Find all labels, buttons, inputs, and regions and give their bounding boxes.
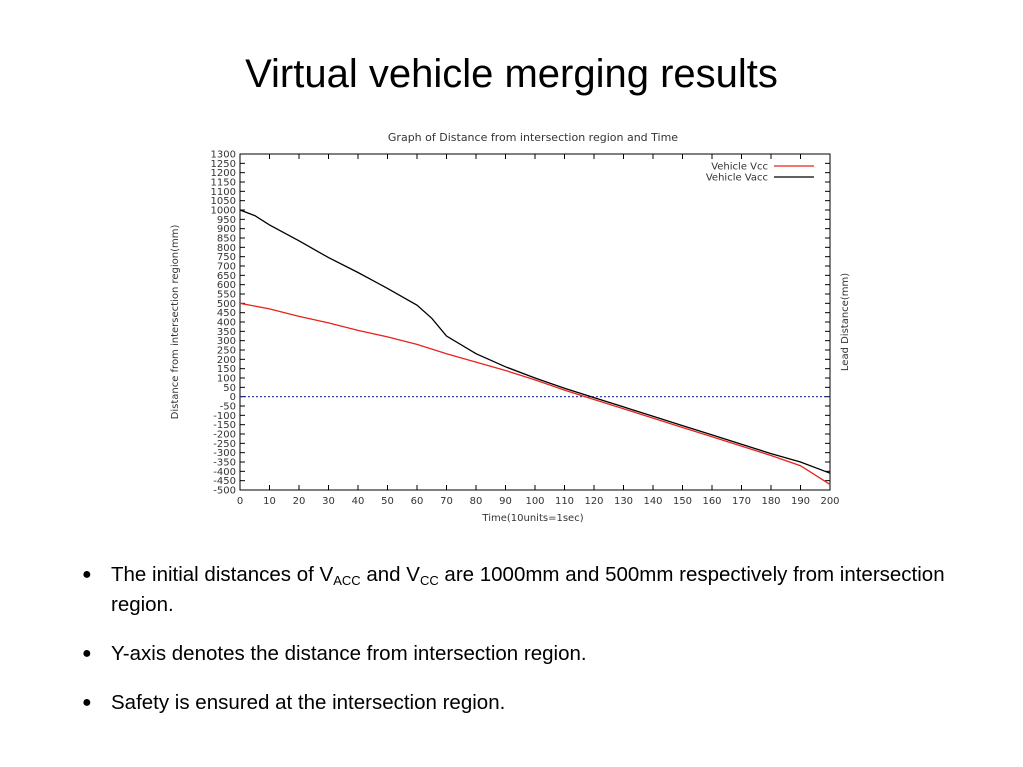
y-tick-label: 1250 xyxy=(211,159,236,170)
x-tick-label: 120 xyxy=(584,496,603,507)
y-tick-label: 600 xyxy=(217,280,236,291)
y-tick-label: -100 xyxy=(213,411,236,422)
y-tick-label: 350 xyxy=(217,327,236,338)
x-tick-label: 140 xyxy=(643,496,662,507)
y-tick-label: -500 xyxy=(213,486,236,497)
x-tick-label: 190 xyxy=(791,496,810,507)
x-tick-label: 60 xyxy=(411,496,424,507)
series-lines xyxy=(239,209,831,485)
bullet-text: Y-axis denotes the distance from interse… xyxy=(111,642,587,665)
y-tick-labels: 1300125012001150110010501000950900850800… xyxy=(211,150,236,497)
x-tick-label: 0 xyxy=(237,496,243,507)
y-tick-label: -300 xyxy=(213,448,236,459)
x-tick-label: 20 xyxy=(293,496,306,507)
axis-ticks xyxy=(239,153,831,491)
y-tick-label: 1300 xyxy=(211,150,236,161)
y-tick-label: 100 xyxy=(217,374,236,385)
x-tick-label: 180 xyxy=(761,496,780,507)
bullet-item: ● Y-axis denotes the distance from inter… xyxy=(78,639,988,669)
x-tick-label: 50 xyxy=(381,496,394,507)
x-tick-label: 110 xyxy=(555,496,574,507)
y-tick-label: 950 xyxy=(217,215,236,226)
y-tick-label: 750 xyxy=(217,252,236,263)
y-tick-label: -150 xyxy=(213,420,236,431)
y-tick-label: 550 xyxy=(217,290,236,301)
y-tick-label: -200 xyxy=(213,430,236,441)
bullet-list: ● The initial distances of VACC and VCC … xyxy=(78,560,988,737)
y-tick-label: 400 xyxy=(217,318,236,329)
y-tick-label: 900 xyxy=(217,224,236,235)
legend-label: Vehicle Vcc xyxy=(711,162,768,173)
y-tick-label: 50 xyxy=(223,383,236,394)
legend-label: Vehicle Vacc xyxy=(706,173,768,184)
bullet-dot-icon: ● xyxy=(82,694,92,711)
y-tick-label: 650 xyxy=(217,271,236,282)
y-tick-label: 450 xyxy=(217,308,236,319)
x-tick-label: 170 xyxy=(732,496,751,507)
y-tick-label: 200 xyxy=(217,355,236,366)
y-tick-label: 0 xyxy=(230,392,236,403)
bullet-dot-icon: ● xyxy=(82,645,92,662)
x-tick-label: 30 xyxy=(322,496,335,507)
y-tick-label: 850 xyxy=(217,234,236,245)
x-tick-label: 160 xyxy=(702,496,721,507)
y-tick-label: 300 xyxy=(217,336,236,347)
y-tick-label: 150 xyxy=(217,364,236,375)
bullet-item: ● Safety is ensured at the intersection … xyxy=(78,688,988,718)
y-tick-label: 1000 xyxy=(211,206,236,217)
bullet-item: ● The initial distances of VACC and VCC … xyxy=(78,560,988,620)
y-tick-label: 1050 xyxy=(211,196,236,207)
y-tick-label: -350 xyxy=(213,458,236,469)
y-tick-label: -50 xyxy=(220,402,236,413)
y-tick-label: 1100 xyxy=(211,187,236,198)
y2-axis-label: Lead Distance(mm) xyxy=(840,273,851,371)
x-tick-label: 150 xyxy=(673,496,692,507)
bullet-text: Safety is ensured at the intersection re… xyxy=(111,691,506,714)
x-tick-labels: 0 10 20 30 40 50 60 70 80 90 100 110 120 130 140 150 160… xyxy=(237,496,840,507)
y-tick-label: 250 xyxy=(217,346,236,357)
bullet-text: The initial distances of VACC and VCC ar… xyxy=(111,563,945,616)
series-line-1 xyxy=(239,209,831,474)
chart-title: Graph of Distance from intersection regi… xyxy=(388,131,678,144)
x-tick-label: 80 xyxy=(470,496,483,507)
x-tick-label: 40 xyxy=(352,496,365,507)
y-tick-label: 800 xyxy=(217,243,236,254)
x-tick-label: 130 xyxy=(614,496,633,507)
y-tick-label: 500 xyxy=(217,299,236,310)
slide-title: Virtual vehicle merging results xyxy=(245,52,778,96)
x-axis-label: Time(10units=1sec) xyxy=(481,513,583,524)
x-tick-label: 200 xyxy=(820,496,839,507)
x-tick-label: 100 xyxy=(525,496,544,507)
y-tick-label: 1150 xyxy=(211,178,236,189)
y-tick-label: -400 xyxy=(213,467,236,478)
x-tick-label: 10 xyxy=(263,496,276,507)
bullet-dot-icon: ● xyxy=(82,566,92,583)
distance-time-chart: Graph of Distance from intersection regi… xyxy=(170,131,851,524)
y-tick-label: -450 xyxy=(213,476,236,487)
plot-frame xyxy=(239,153,831,491)
x-tick-label: 70 xyxy=(440,496,453,507)
y-axis-label: Distance from intersection region(mm) xyxy=(170,225,181,420)
series-line-0 xyxy=(239,302,831,485)
y-tick-label: 700 xyxy=(217,262,236,273)
y-tick-label: 1200 xyxy=(211,168,236,179)
x-tick-label: 90 xyxy=(499,496,512,507)
y-tick-label: -250 xyxy=(213,439,236,450)
